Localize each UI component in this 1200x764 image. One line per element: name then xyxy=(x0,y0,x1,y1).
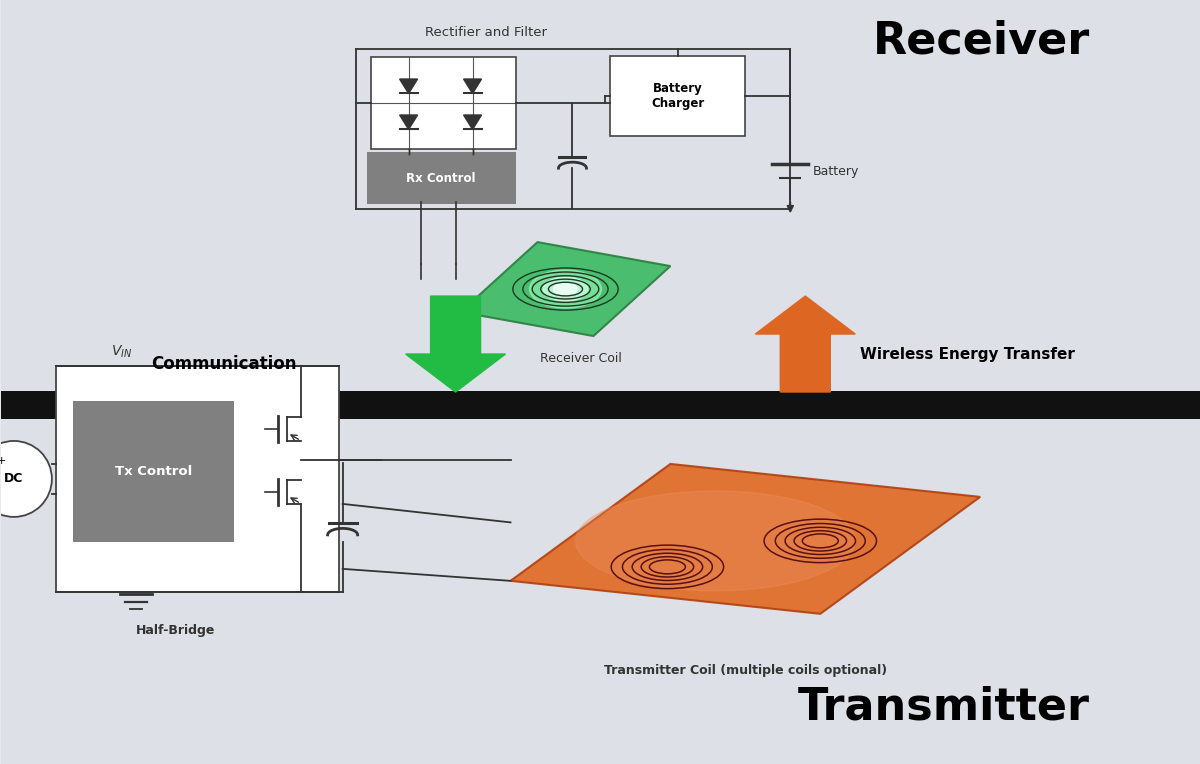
Text: Battery: Battery xyxy=(812,165,859,178)
Text: Transmitter Coil (multiple coils optional): Transmitter Coil (multiple coils optiona… xyxy=(604,664,887,677)
Text: Wireless Energy Transfer: Wireless Energy Transfer xyxy=(860,347,1075,361)
Text: Tx Control: Tx Control xyxy=(115,465,192,478)
Bar xyxy=(611,57,745,136)
Bar xyxy=(56,366,338,592)
Polygon shape xyxy=(400,79,418,93)
Text: Battery
Charger: Battery Charger xyxy=(652,83,704,110)
Polygon shape xyxy=(755,296,856,392)
Polygon shape xyxy=(463,115,481,129)
Ellipse shape xyxy=(544,277,588,301)
Text: Receiver Coil: Receiver Coil xyxy=(540,352,622,365)
Text: $V_{IN}$: $V_{IN}$ xyxy=(110,344,132,360)
Text: Communication: Communication xyxy=(151,355,296,373)
Ellipse shape xyxy=(576,491,856,591)
Ellipse shape xyxy=(529,270,601,308)
FancyBboxPatch shape xyxy=(367,152,516,204)
Text: DC: DC xyxy=(5,472,24,485)
Text: Half-Bridge: Half-Bridge xyxy=(136,624,216,637)
Text: Receiver: Receiver xyxy=(872,19,1090,63)
Circle shape xyxy=(0,441,52,517)
Text: +: + xyxy=(0,456,7,466)
Bar xyxy=(1,406,1200,764)
Polygon shape xyxy=(461,242,671,336)
Polygon shape xyxy=(406,296,505,392)
Text: Transmitter: Transmitter xyxy=(798,686,1090,729)
Polygon shape xyxy=(400,115,418,129)
Ellipse shape xyxy=(553,283,577,296)
Polygon shape xyxy=(510,464,980,613)
FancyBboxPatch shape xyxy=(73,401,234,542)
Text: Rx Control: Rx Control xyxy=(407,172,476,185)
Bar xyxy=(371,57,516,149)
Polygon shape xyxy=(463,79,481,93)
Bar xyxy=(1,391,1200,419)
Text: Rectifier and Filter: Rectifier and Filter xyxy=(425,26,546,39)
Bar xyxy=(1,0,1200,406)
